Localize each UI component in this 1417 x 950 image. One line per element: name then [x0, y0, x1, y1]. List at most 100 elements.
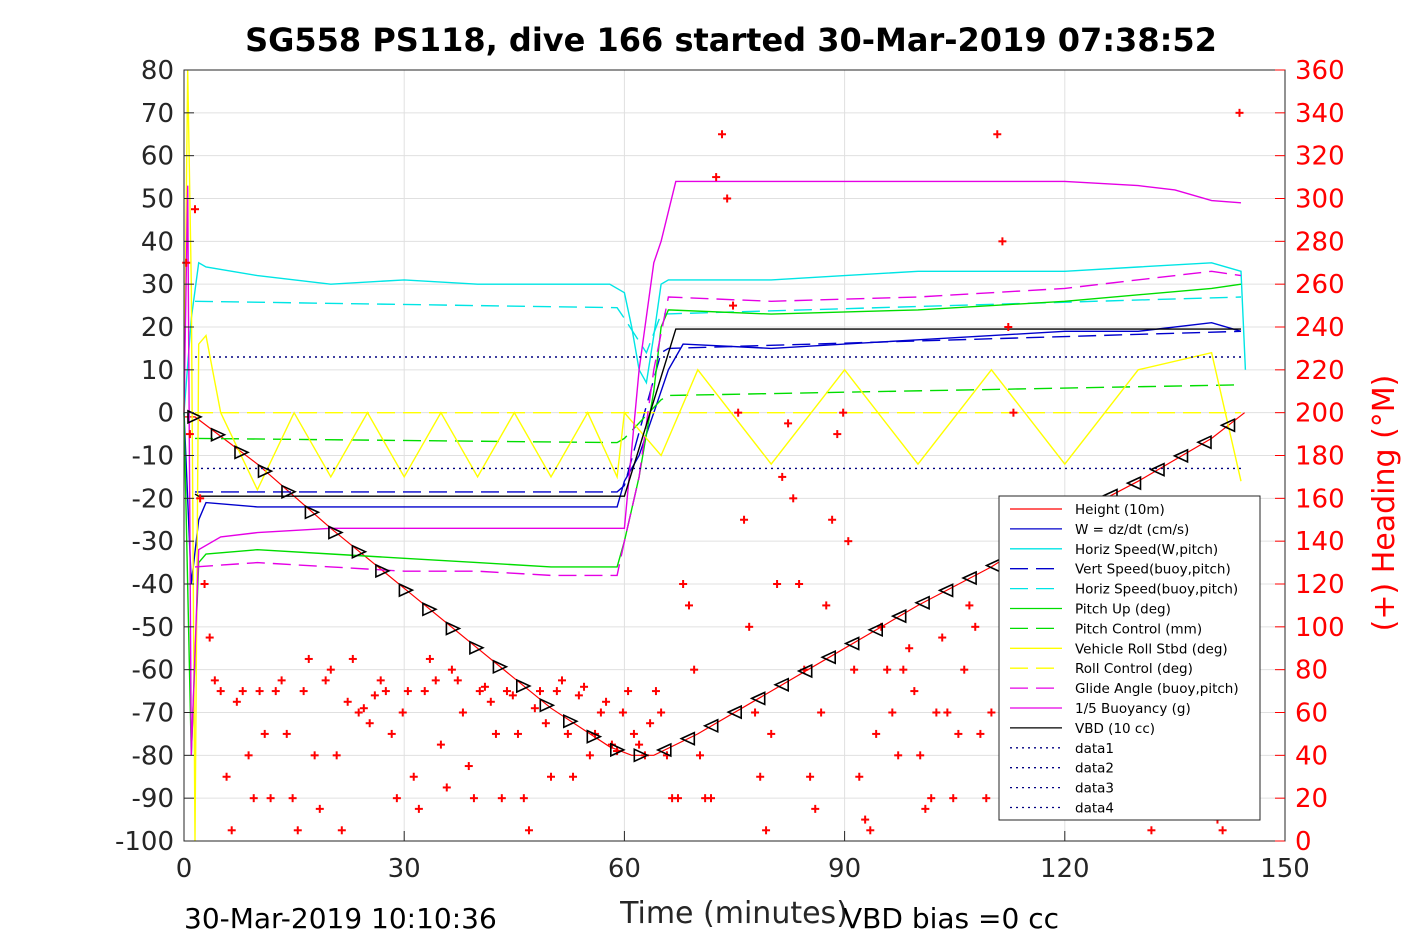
heading-point	[927, 794, 936, 803]
heading-point	[475, 687, 484, 696]
x-tick-label: 30	[388, 854, 421, 884]
depth-marker	[469, 640, 485, 655]
depth-marker	[1219, 417, 1236, 433]
heading-point	[569, 772, 578, 781]
legend-entry-label: Vehicle Roll Stbd (deg)	[1075, 641, 1228, 657]
depth-marker	[187, 409, 203, 425]
y-tick-label: -30	[132, 527, 174, 557]
heading-point	[905, 644, 914, 653]
heading-point	[524, 826, 533, 835]
depth-marker	[796, 663, 813, 679]
depth-marker	[773, 677, 790, 692]
depth-marker	[937, 583, 954, 598]
footer-timestamp: 30-Mar-2019 10:10:36	[184, 902, 497, 935]
heading-point	[244, 751, 253, 760]
heading-point	[629, 729, 638, 738]
heading-point	[1009, 408, 1018, 417]
heading-point	[822, 601, 831, 610]
depth-marker	[257, 463, 274, 479]
heading-point	[409, 772, 418, 781]
heading-point	[844, 537, 853, 546]
heading-point	[971, 622, 980, 631]
heading-point	[227, 826, 236, 835]
heading-point	[745, 622, 754, 631]
y-tick-label: -20	[132, 484, 174, 514]
heading-point	[679, 580, 688, 588]
legend-box	[998, 495, 1261, 821]
heading-point	[993, 130, 1002, 139]
heading-point	[238, 687, 247, 696]
heading-point	[673, 794, 682, 803]
depth-marker	[445, 621, 462, 636]
heading-point	[684, 601, 693, 610]
heading-point	[191, 205, 200, 214]
heading-point	[392, 794, 401, 803]
legend-entry-label: data3	[1075, 781, 1114, 797]
legend-entry-label: data1	[1075, 741, 1114, 757]
heading-point	[321, 676, 330, 685]
heading-point	[486, 697, 495, 706]
y-axis-right-label: (+) Heading (°M)	[1367, 375, 1402, 632]
y-tick-label: 70	[141, 99, 174, 129]
depth-marker	[304, 505, 321, 520]
heading-point	[883, 665, 892, 674]
legend-entry-label: Pitch Up (deg)	[1075, 602, 1171, 618]
heading-point	[365, 719, 374, 728]
heading-point	[734, 408, 743, 417]
heading-point	[899, 665, 908, 674]
heading-point	[210, 676, 219, 685]
depth-marker	[726, 704, 743, 720]
heading-point	[381, 687, 390, 696]
heading-point	[1004, 323, 1013, 331]
heading-point	[888, 708, 897, 717]
heading-point	[332, 751, 341, 760]
heading-point	[850, 665, 859, 674]
heading-point	[354, 708, 363, 717]
heading-point	[789, 494, 798, 503]
y-tick-label: -80	[132, 741, 174, 771]
heading-point	[773, 580, 782, 588]
heading-point	[277, 676, 286, 685]
heading-point	[635, 740, 644, 749]
heading-point	[1235, 108, 1244, 117]
heading-point	[255, 687, 264, 696]
heading-point	[502, 687, 511, 696]
depth-marker	[422, 602, 438, 617]
depth-marker	[398, 582, 415, 598]
depth-marker	[702, 718, 719, 734]
heading-point	[624, 687, 633, 696]
heading-point	[469, 794, 478, 803]
heading-point	[943, 708, 952, 717]
heading-point	[491, 729, 500, 738]
heading-point	[712, 173, 721, 182]
y-right-tick-label: 360	[1295, 56, 1345, 86]
series-line-horiz_speed_buoy	[194, 296, 1242, 355]
legend-entry-label: W = dz/dt (cm/s)	[1075, 522, 1189, 538]
y-axis-left: 80 70 60 50 40 30 20 10 0 -10 -20 -30 -40 -50 -60 -70 -8…	[115, 56, 194, 857]
heading-point	[370, 691, 379, 700]
legend: Height (10m) W = dz/dt (cm/s) Horiz Speed(…	[998, 495, 1261, 821]
legend-entry-label: Vert Speed(buoy,pitch)	[1075, 562, 1231, 578]
legend-entry-label: Glide Angle (buoy,pitch)	[1075, 681, 1239, 697]
heading-point	[563, 729, 572, 738]
y-tick-label: -60	[132, 656, 174, 686]
legend-entry-label: data2	[1075, 761, 1114, 777]
depth-marker	[655, 742, 672, 758]
heading-point	[431, 676, 440, 685]
heading-point	[784, 419, 793, 428]
heading-point	[222, 772, 231, 781]
heading-point	[762, 826, 771, 835]
heading-point	[921, 804, 930, 813]
heading-point	[998, 237, 1007, 246]
x-tick-label: 60	[608, 854, 641, 884]
y-right-tick-label: 280	[1295, 227, 1345, 257]
y-right-tick-label: 100	[1295, 613, 1345, 643]
heading-point	[646, 719, 655, 728]
legend-entry-label: Horiz Speed(W,pitch)	[1075, 542, 1218, 558]
y-axis-right: 3603403203002802602402202001801601401201…	[1275, 56, 1345, 857]
heading-point	[574, 691, 583, 700]
heading-point	[447, 665, 456, 674]
heading-point	[751, 708, 760, 717]
